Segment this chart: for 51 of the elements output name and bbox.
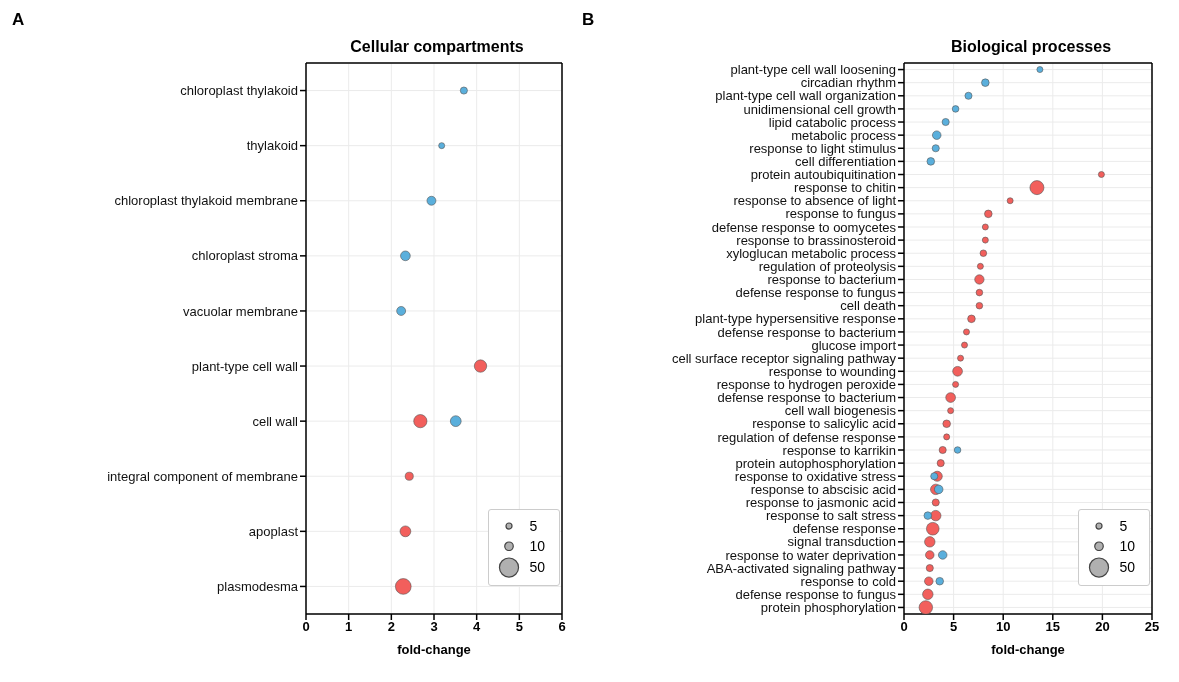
y-tick-label: response to abscisic acid xyxy=(750,481,896,497)
x-axis-title: fold-change xyxy=(991,642,1065,657)
y-tick-label: response to hydrogen peroxide xyxy=(716,377,896,393)
x-tick-label: 20 xyxy=(1095,619,1110,635)
y-tick-label: apoplast xyxy=(248,523,299,539)
y-tick-label: integral component of membrane xyxy=(107,468,298,484)
y-tick-label: chloroplast stroma xyxy=(191,248,299,264)
y-tick-label: cell wall xyxy=(252,413,299,429)
x-tick-label: 6 xyxy=(558,619,566,635)
x-tick-label: 10 xyxy=(995,619,1011,635)
size-legend: 5 10 50 xyxy=(488,508,560,586)
y-tick-label: cell wall biogenesis xyxy=(784,403,897,419)
y-tick-label: chloroplast thylakoid membrane xyxy=(114,193,298,209)
x-tick-label: 2 xyxy=(387,619,395,635)
x-tick-label: 0 xyxy=(302,619,310,635)
x-tick-label: 5 xyxy=(949,619,958,635)
y-tick-label: cell death xyxy=(840,298,896,314)
y-tick-label: circadian rhythm xyxy=(800,75,896,91)
y-tick-label: protein autoubiquitination xyxy=(750,167,896,183)
x-tick-label: 4 xyxy=(473,619,482,635)
legend-label: 10 xyxy=(529,537,545,554)
y-tick-label: vacuolar membrane xyxy=(183,303,298,319)
x-tick-label: 15 xyxy=(1045,619,1061,635)
y-tick-label: response to chitin xyxy=(794,180,896,196)
legend-label: 50 xyxy=(1119,559,1135,576)
y-tick-label: response to absence of light xyxy=(733,193,897,209)
chart-title: Biological processes xyxy=(949,38,1113,56)
size-legend: 5 10 50 xyxy=(1078,508,1150,586)
text: A xyxy=(12,10,25,30)
chart-title: Cellular compartments xyxy=(349,38,525,56)
y-tick-label: protein phosphorylation xyxy=(760,600,896,616)
y-tick-label: glucose import xyxy=(811,337,897,353)
legend-label: 5 xyxy=(1119,517,1128,534)
x-tick-label: 0 xyxy=(900,619,908,635)
y-tick-label: chloroplast thylakoid xyxy=(180,83,298,99)
legend-label: 50 xyxy=(529,559,545,576)
x-axis-title: fold-change xyxy=(397,642,471,657)
y-tick-label: plant-type cell wall loosening xyxy=(730,62,896,78)
x-tick-label: 3 xyxy=(430,619,438,635)
y-tick-label: defense response xyxy=(792,521,896,537)
x-tick-label: 5 xyxy=(515,619,523,635)
y-tick-label: plant-type hypersensitive response xyxy=(695,311,896,327)
x-tick-label: 1 xyxy=(345,619,353,635)
y-tick-label: cell differentiation xyxy=(795,154,896,170)
text: B xyxy=(582,10,595,30)
legend-label: 10 xyxy=(1119,537,1135,554)
y-tick-label: plant-type cell wall xyxy=(191,358,299,374)
legend-label: 5 xyxy=(529,517,538,534)
y-tick-label: thylakoid xyxy=(246,138,298,154)
y-tick-label: plasmodesma xyxy=(217,579,299,595)
x-tick-label: 25 xyxy=(1144,619,1160,635)
